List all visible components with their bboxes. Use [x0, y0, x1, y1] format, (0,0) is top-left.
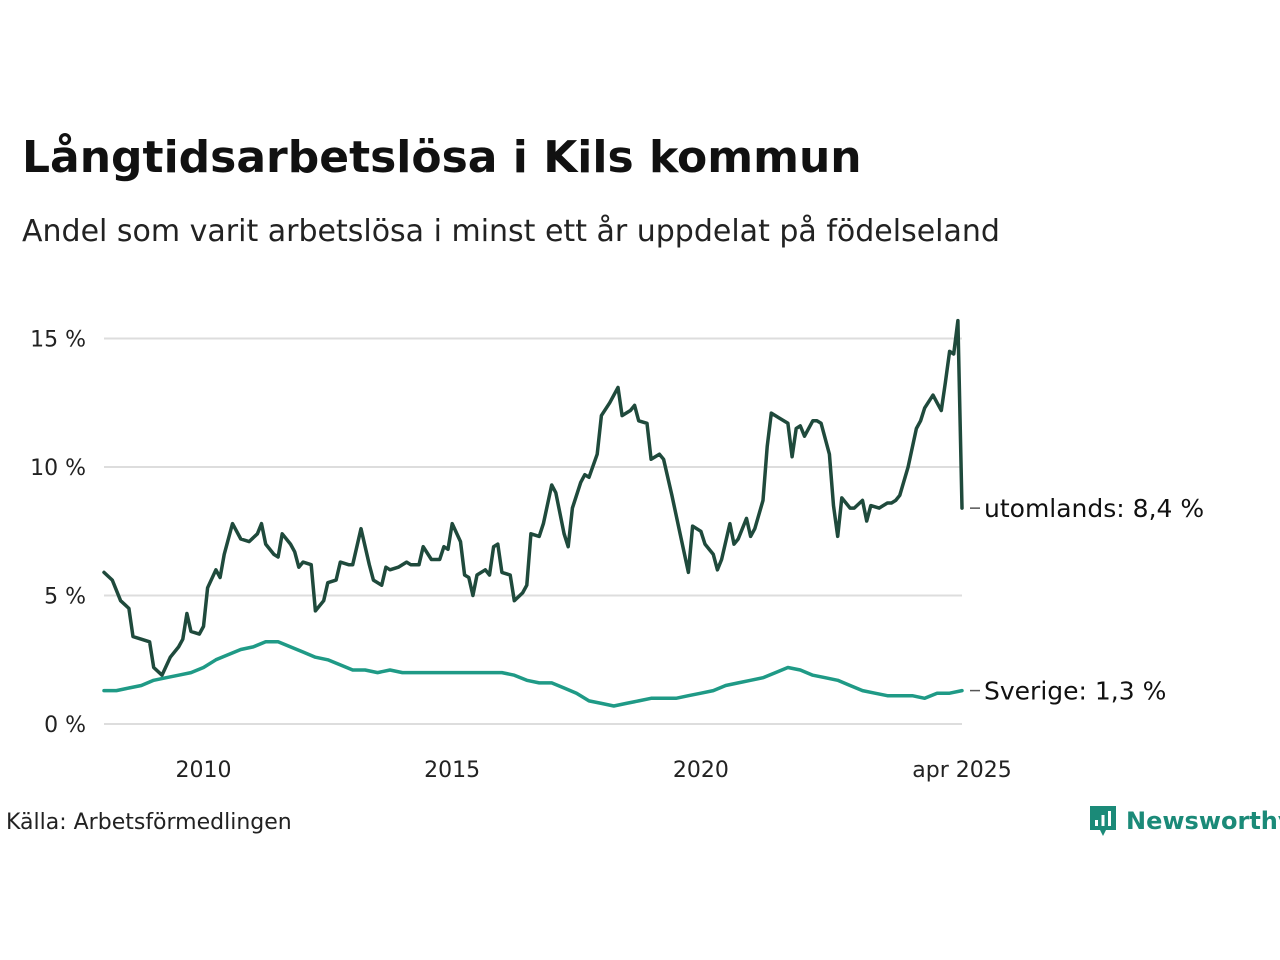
- y-tick-label: 0 %: [44, 713, 86, 738]
- end-label-sverige: Sverige: 1,3 %: [984, 677, 1166, 706]
- x-tick-label: 2015: [424, 758, 480, 783]
- y-tick-label: 15 %: [30, 328, 86, 353]
- x-tick-label: 2010: [175, 758, 231, 783]
- source-note: Källa: Arbetsförmedlingen: [6, 810, 292, 835]
- end-label-utomlands: utomlands: 8,4 %: [984, 494, 1204, 523]
- y-tick-label: 10 %: [30, 456, 86, 481]
- brand-logo: Newsworthy: [1088, 804, 1280, 838]
- x-tick-label: apr 2025: [912, 758, 1011, 783]
- y-tick-label: 5 %: [44, 585, 86, 610]
- brand-name: Newsworthy: [1126, 807, 1280, 835]
- chart-title: Långtidsarbetslösa i Kils kommun: [22, 132, 862, 183]
- x-tick-label: 2020: [673, 758, 729, 783]
- newsworthy-logo-icon: [1090, 806, 1116, 836]
- series-line-utomlands: [102, 318, 964, 677]
- series-line-sverige: [102, 640, 964, 708]
- chart-subtitle: Andel som varit arbetslösa i minst ett å…: [22, 214, 1000, 249]
